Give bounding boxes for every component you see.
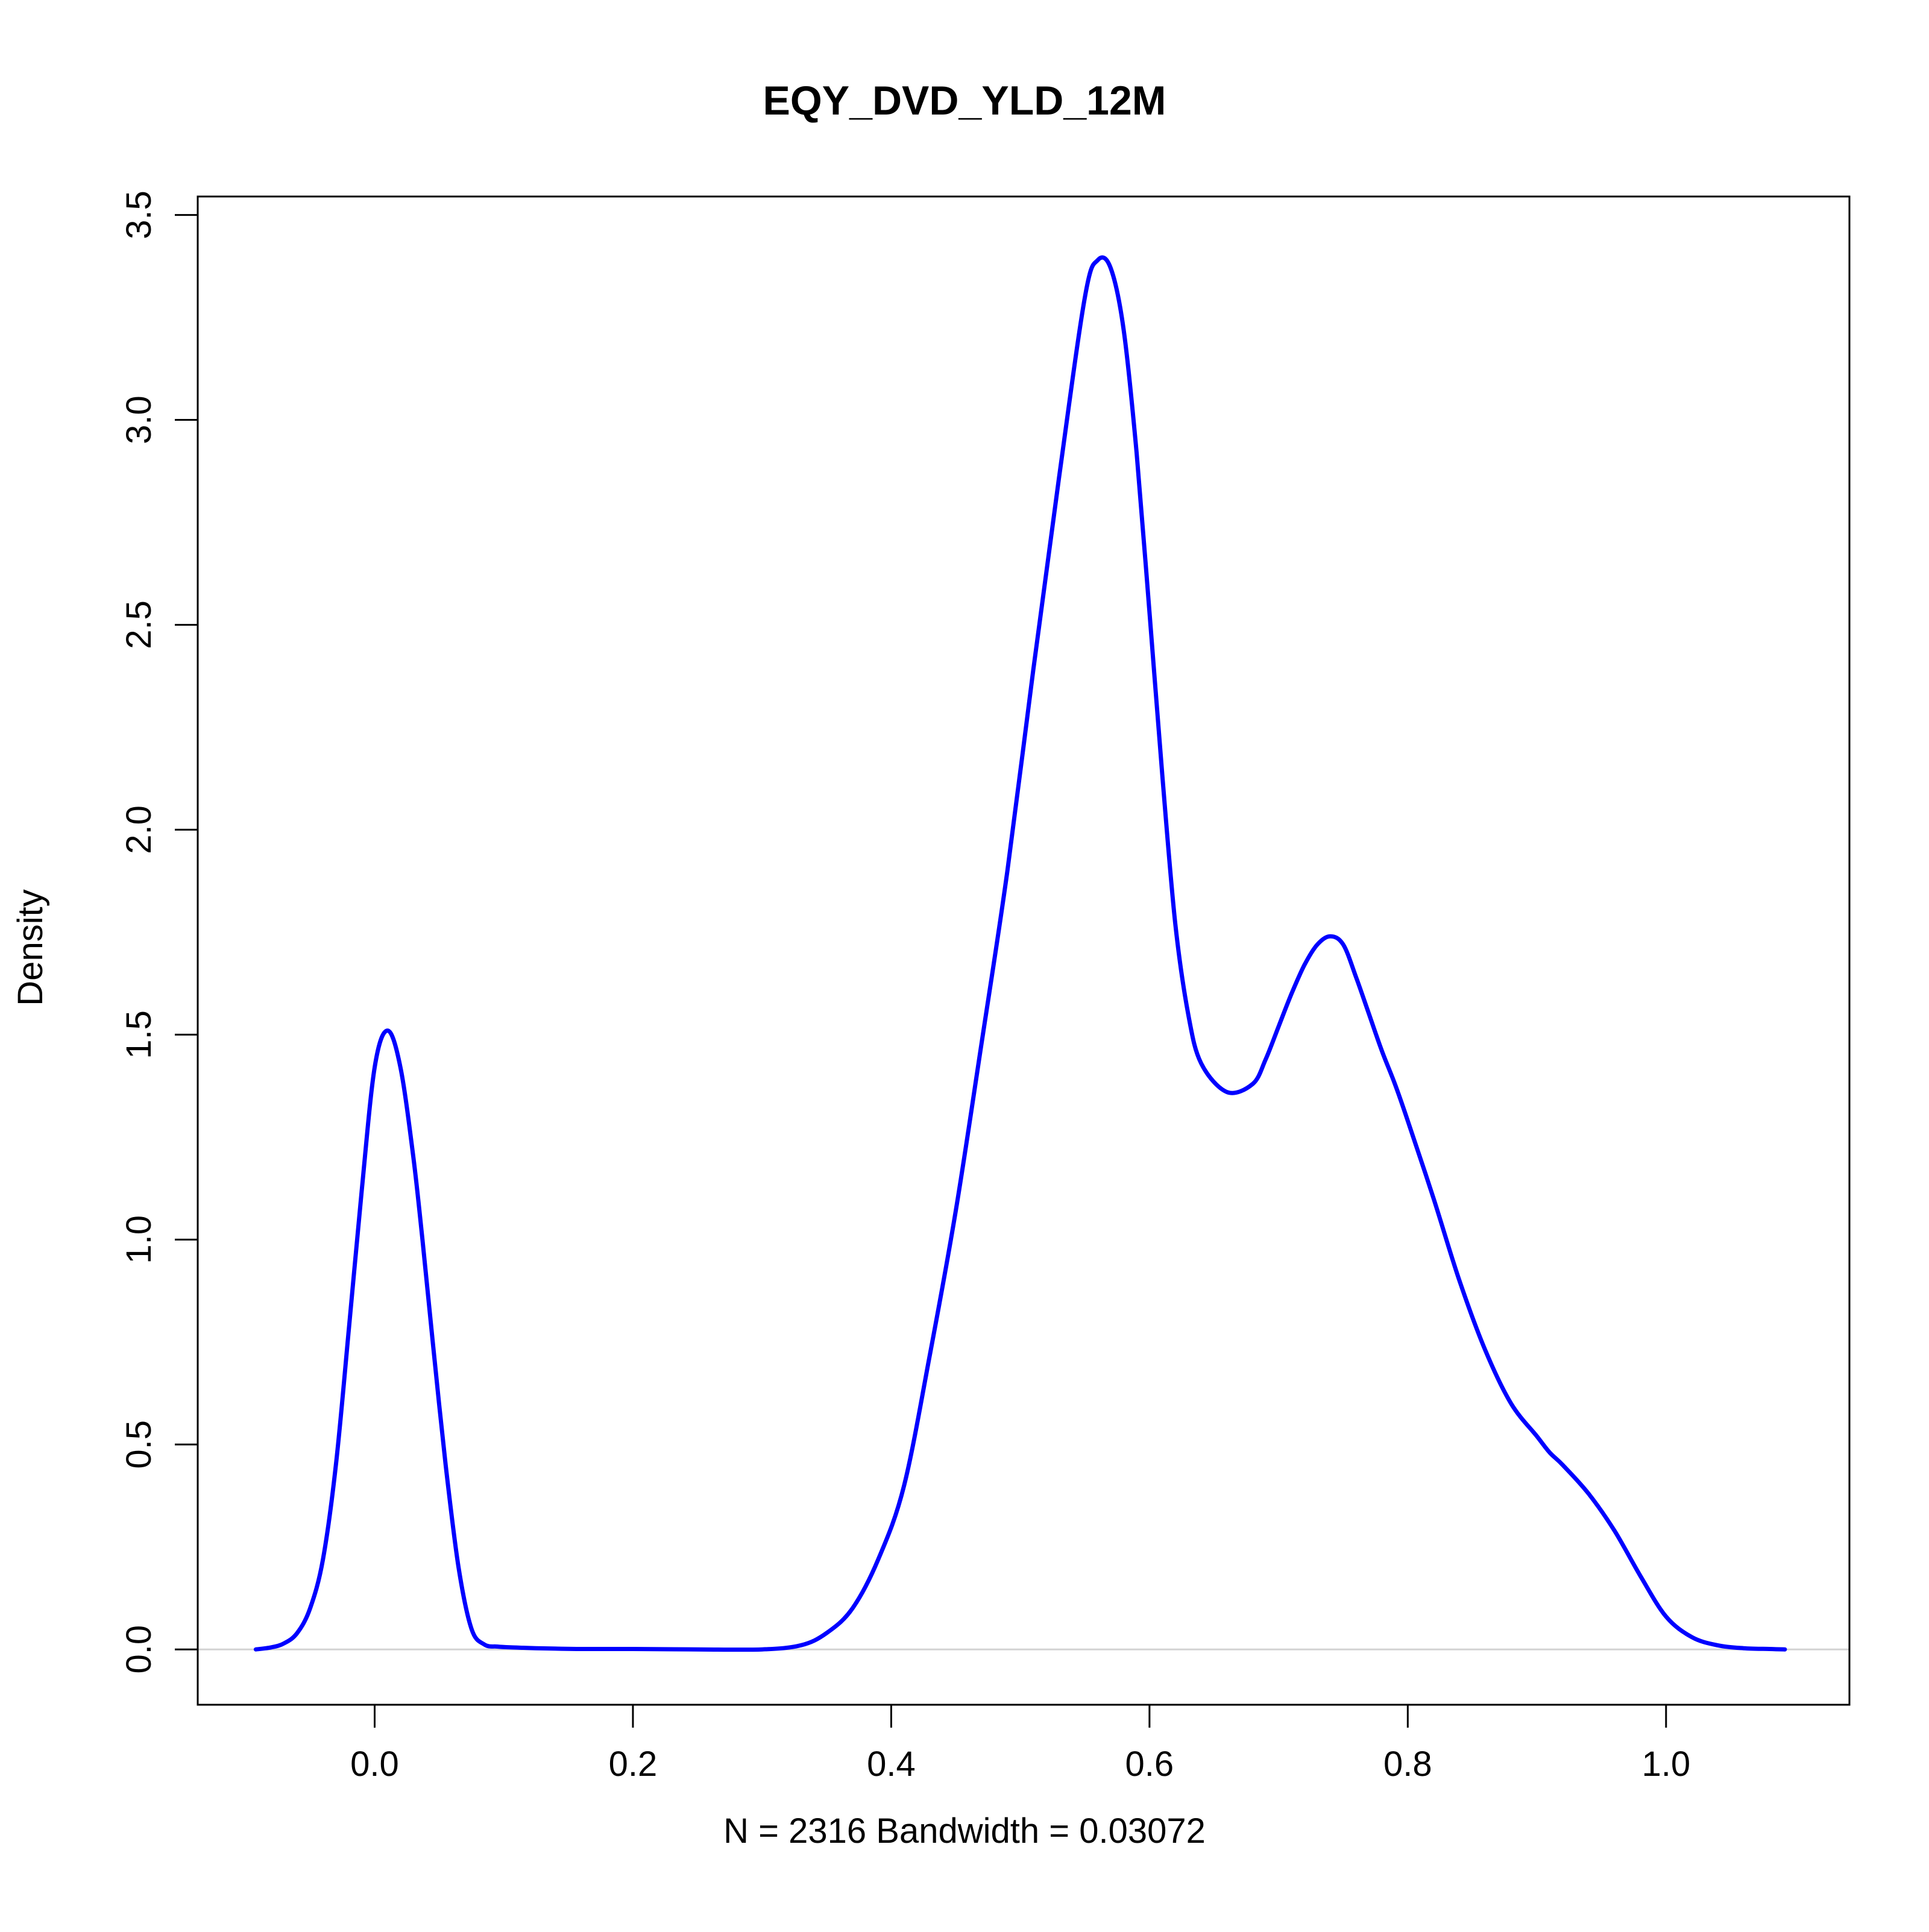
x-tick-label: 0.6 — [1125, 1745, 1174, 1784]
y-tick-label: 2.0 — [119, 805, 159, 854]
x-tick-label: 0.8 — [1383, 1745, 1432, 1784]
x-tick-label: 0.4 — [867, 1745, 916, 1784]
plot-frame — [197, 195, 1851, 1706]
x-axis-label: N = 2316 Bandwidth = 0.03072 — [723, 1811, 1206, 1851]
chart-title: EQY_DVD_YLD_12M — [763, 78, 1166, 124]
y-axis-label: Density — [11, 889, 50, 1005]
y-tick-label: 1.0 — [119, 1215, 159, 1264]
y-tick-label: 2.5 — [119, 600, 159, 649]
x-tick-label: 0.2 — [609, 1745, 658, 1784]
x-tick-label: 1.0 — [1641, 1745, 1690, 1784]
y-tick-label: 0.5 — [119, 1420, 159, 1469]
y-tick-label: 1.5 — [119, 1010, 159, 1059]
y-tick-label: 3.5 — [119, 190, 159, 239]
density-curve — [253, 255, 1787, 1652]
x-tick-label: 0.0 — [350, 1745, 399, 1784]
x-axis: 0.0 0.2 0.4 0.6 0.8 1.0 — [350, 1704, 1690, 1784]
series-layer — [253, 255, 1787, 1652]
y-tick-label: 3.0 — [119, 395, 159, 444]
y-tick-label: 0.0 — [119, 1625, 159, 1674]
